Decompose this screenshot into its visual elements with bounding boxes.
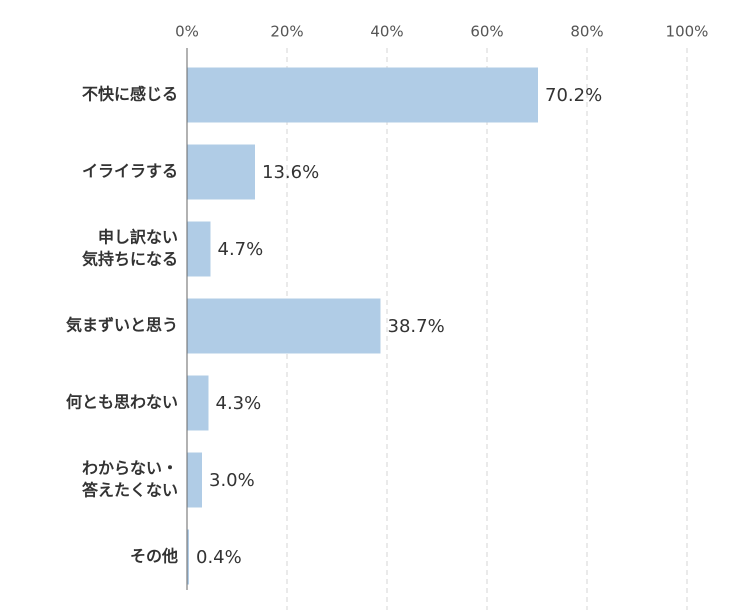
category-label: 気まずいと思う [66, 316, 178, 335]
x-tick-label: 80% [570, 23, 603, 41]
x-tick-label: 40% [370, 23, 403, 41]
value-label: 4.7% [218, 239, 264, 260]
category-label: イライラする [82, 162, 178, 181]
value-label: 4.3% [216, 393, 262, 414]
category-label: 不快に感じる [82, 85, 178, 104]
x-tick-label: 60% [470, 23, 503, 41]
x-tick-label: 20% [270, 23, 303, 41]
value-label: 0.4% [196, 547, 242, 568]
value-label: 38.7% [388, 316, 445, 337]
bar [187, 298, 381, 354]
value-label: 70.2% [545, 85, 602, 106]
category-label: 気持ちになる [82, 250, 178, 269]
bar [187, 452, 202, 508]
bar [187, 529, 189, 585]
x-tick-label: 100% [666, 23, 709, 41]
category-label: その他 [130, 547, 178, 566]
category-label: 何とも思わない [66, 393, 178, 412]
bar [187, 221, 211, 277]
bar [187, 67, 538, 123]
bar [187, 144, 255, 200]
bar [187, 375, 209, 431]
x-tick-label: 0% [175, 23, 199, 41]
value-label: 3.0% [209, 470, 255, 491]
value-label: 13.6% [262, 162, 319, 183]
category-label: 申し訳ない [98, 228, 178, 247]
category-label: 答えたくない [82, 481, 178, 500]
category-label: わからない・ [82, 459, 178, 478]
